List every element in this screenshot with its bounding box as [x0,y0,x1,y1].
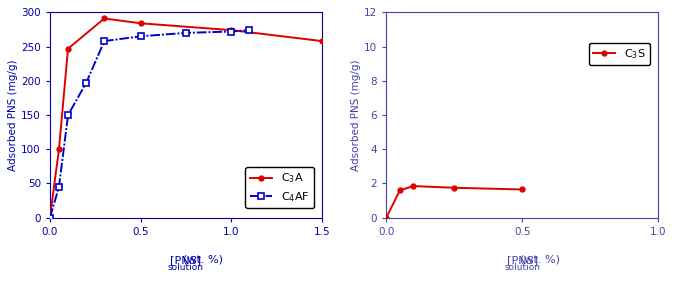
Legend: C$_3$S: C$_3$S [589,42,650,65]
Text: [PNS]: [PNS] [507,255,538,265]
Legend: C$_3$A, C$_4$AF: C$_3$A, C$_4$AF [245,167,314,208]
Text: (wt. %): (wt. %) [485,255,560,265]
Y-axis label: Adsorbed PNS (mg/g): Adsorbed PNS (mg/g) [8,59,18,171]
Text: solution: solution [168,263,204,272]
Y-axis label: Adsorbed PNS (mg/g): Adsorbed PNS (mg/g) [351,59,361,171]
Text: (wt. %): (wt. %) [148,255,223,265]
Text: [PNS]: [PNS] [170,255,202,265]
Text: solution: solution [504,263,540,272]
